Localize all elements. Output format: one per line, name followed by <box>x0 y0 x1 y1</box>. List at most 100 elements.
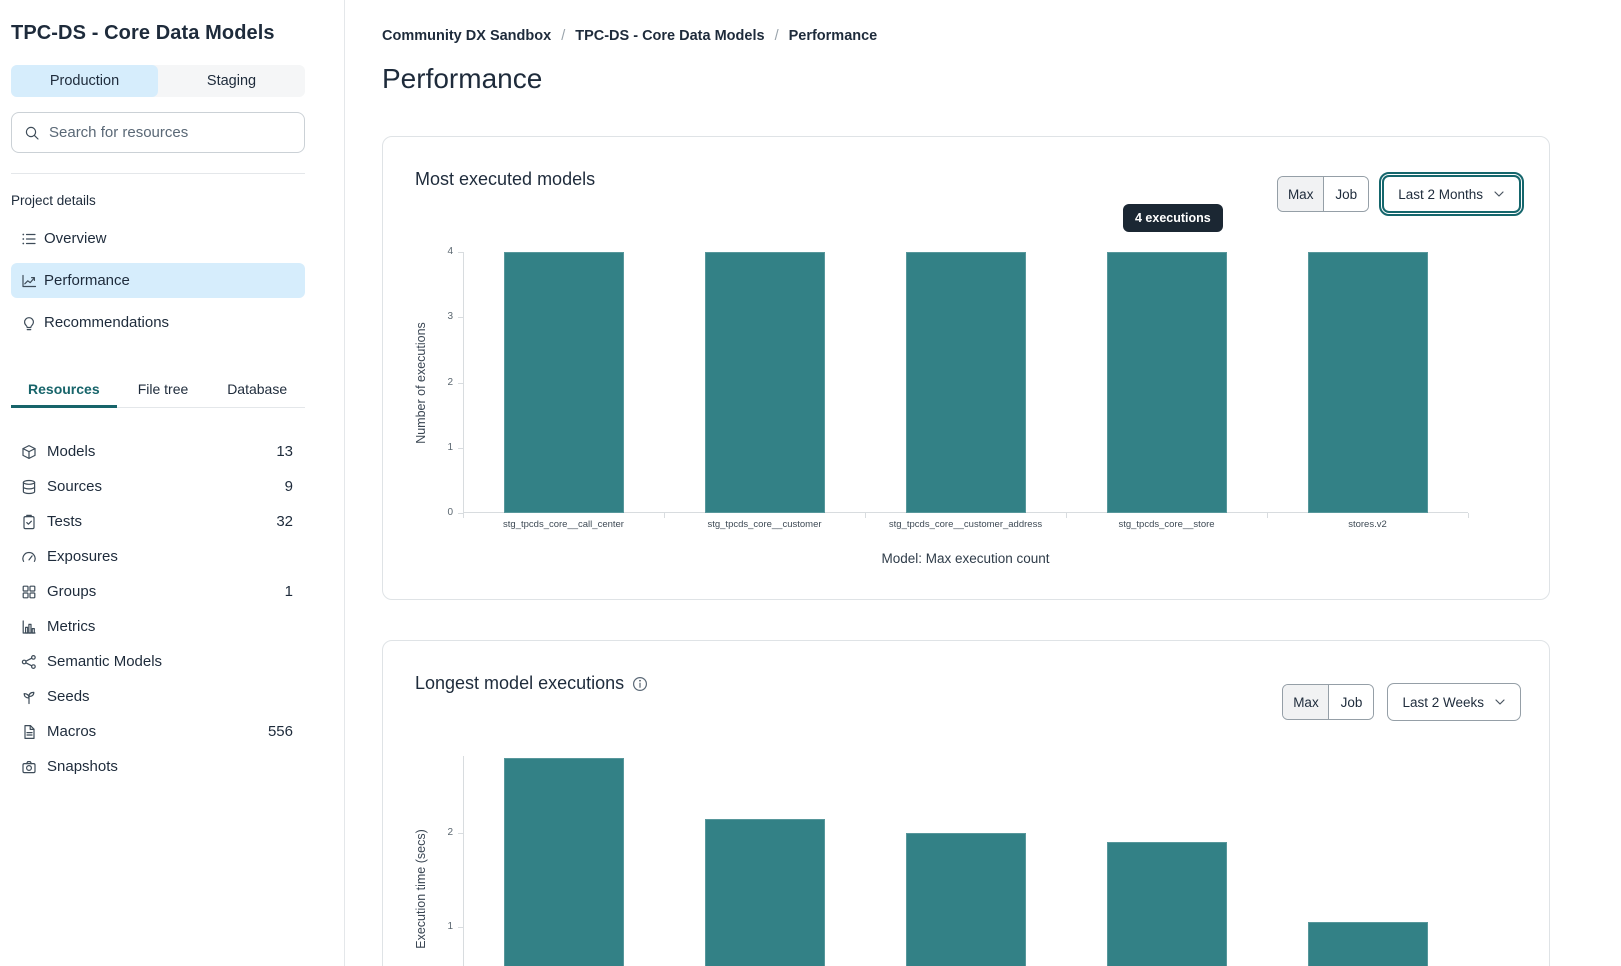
chevron-down-icon <box>1491 186 1507 202</box>
breadcrumb: Community DX Sandbox / TPC-DS - Core Data … <box>382 26 1621 46</box>
x-tick-mark <box>865 513 866 518</box>
time-range-value: Last 2 Months <box>1398 186 1483 202</box>
document-icon <box>21 724 37 740</box>
list-icon <box>21 231 37 247</box>
max-toggle-button[interactable]: Max <box>1283 685 1329 719</box>
y-tick-label: 2 <box>447 827 453 839</box>
project-nav: Overview Performance Recommendations <box>11 221 305 340</box>
bar[interactable] <box>503 252 624 513</box>
page-title: Performance <box>382 63 543 94</box>
resource-search[interactable] <box>11 112 305 153</box>
time-range-dropdown[interactable]: Last 2 Months <box>1379 172 1524 216</box>
bar[interactable] <box>1106 252 1227 513</box>
tab-file-tree[interactable]: File tree <box>137 381 189 397</box>
y-tick-mark <box>458 252 463 253</box>
search-input[interactable] <box>49 124 292 141</box>
resource-item-macros[interactable]: Macros 556 <box>11 714 305 749</box>
resource-count: 556 <box>267 723 293 740</box>
x-tick-label: stg_tpcds_core__call_center <box>503 519 624 530</box>
aggregation-toggle: Max Job <box>1282 684 1375 720</box>
y-tick-label: 1 <box>447 441 453 453</box>
grid-icon <box>21 584 37 600</box>
y-tick-label: 1 <box>447 921 453 933</box>
max-toggle-button[interactable]: Max <box>1278 177 1324 211</box>
resource-item-tests[interactable]: Tests 32 <box>11 504 305 539</box>
trend-chart-icon <box>21 273 37 289</box>
x-tick-mark <box>1267 513 1268 518</box>
resource-label: Semantic Models <box>47 653 163 670</box>
job-toggle-button[interactable]: Job <box>1328 685 1374 719</box>
sidebar-item-recommendations[interactable]: Recommendations <box>11 305 305 340</box>
main-content: Community DX Sandbox / TPC-DS - Core Data … <box>345 0 1621 966</box>
resource-count: 9 <box>284 478 293 495</box>
breadcrumb-separator: / <box>561 28 566 44</box>
plot-area <box>463 756 1468 966</box>
x-tick-label: stg_tpcds_core__store <box>1118 519 1215 530</box>
database-icon <box>21 479 37 495</box>
card-title: Longest model executions <box>415 673 648 694</box>
sidebar-item-label: Recommendations <box>44 314 170 331</box>
longest-model-executions-card: Longest model executions Max Job Last 2 … <box>382 640 1550 966</box>
chevron-down-icon <box>1492 694 1508 710</box>
project-details-label: Project details <box>11 193 96 208</box>
resource-item-semantic-models[interactable]: Semantic Models <box>11 644 305 679</box>
x-tick-label: stg_tpcds_core__customer_address <box>888 519 1043 530</box>
tab-database[interactable]: Database <box>227 381 288 397</box>
resource-item-sources[interactable]: Sources 9 <box>11 469 305 504</box>
y-tick-label: 4 <box>447 246 453 257</box>
resource-item-seeds[interactable]: Seeds <box>11 679 305 714</box>
x-tick-mark <box>664 513 665 518</box>
cube-icon <box>21 444 37 460</box>
resource-list: Models 13 Sources 9 Tests 32 Exposures Groups 1 M… <box>11 434 305 784</box>
y-tick-mark <box>458 447 463 449</box>
breadcrumb-item-community-dx-sandbox[interactable]: Community DX Sandbox <box>382 28 552 44</box>
sidebar-item-label: Performance <box>44 272 130 289</box>
x-tick-mark <box>1468 513 1469 518</box>
resource-item-models[interactable]: Models 13 <box>11 434 305 469</box>
bar[interactable] <box>704 252 825 513</box>
resource-item-exposures[interactable]: Exposures <box>11 539 305 574</box>
resource-item-snapshots[interactable]: Snapshots <box>11 749 305 784</box>
info-icon[interactable] <box>632 676 648 692</box>
env-tab-staging[interactable]: Staging <box>158 65 305 97</box>
x-axis-label: Model: Max execution count <box>881 551 1050 566</box>
sidebar-item-overview[interactable]: Overview <box>11 221 305 256</box>
resource-label: Sources <box>47 478 103 495</box>
sidebar-item-performance[interactable]: Performance <box>11 263 305 298</box>
clipboard-check-icon <box>21 514 37 530</box>
bar[interactable] <box>905 833 1026 966</box>
bar[interactable] <box>1106 842 1227 966</box>
y-tick-mark <box>458 927 463 929</box>
resource-count: 32 <box>276 513 293 530</box>
tab-resources[interactable]: Resources <box>11 372 117 408</box>
sidebar-divider <box>11 173 305 174</box>
job-toggle-button[interactable]: Job <box>1323 177 1369 211</box>
chart-tooltip: 4 executions <box>1123 204 1223 232</box>
chart-controls: Max Job Last 2 Months <box>1277 172 1524 216</box>
bar[interactable] <box>1307 252 1428 513</box>
resource-label: Groups <box>47 583 97 600</box>
resource-item-metrics[interactable]: Metrics <box>11 609 305 644</box>
y-tick-label: 3 <box>447 311 453 323</box>
time-range-dropdown[interactable]: Last 2 Weeks <box>1387 683 1521 721</box>
resource-label: Tests <box>47 513 83 530</box>
y-tick-label: 2 <box>447 376 453 388</box>
bar-chart-icon <box>21 619 37 635</box>
resource-item-groups[interactable]: Groups 1 <box>11 574 305 609</box>
breadcrumb-item-performance: Performance <box>788 28 878 44</box>
x-tick-label: stores.v2 <box>1348 519 1387 530</box>
bar[interactable] <box>503 757 624 966</box>
bar[interactable] <box>1307 922 1428 966</box>
camera-icon <box>21 759 37 775</box>
env-tab-production[interactable]: Production <box>11 65 158 97</box>
most-executed-models-card: Most executed models Max Job Last 2 Mont… <box>382 136 1550 600</box>
y-axis-label: Number of executions <box>414 321 428 444</box>
x-tick-mark <box>463 513 464 518</box>
bar[interactable] <box>704 818 825 966</box>
search-icon <box>24 125 40 141</box>
breadcrumb-item-tpc-ds-core-data-models[interactable]: TPC-DS - Core Data Models <box>575 28 765 44</box>
resource-tabs: Resources File tree Database <box>11 372 305 408</box>
bar[interactable] <box>905 252 1026 513</box>
x-tick-mark <box>1066 513 1067 518</box>
resource-label: Snapshots <box>47 758 118 775</box>
